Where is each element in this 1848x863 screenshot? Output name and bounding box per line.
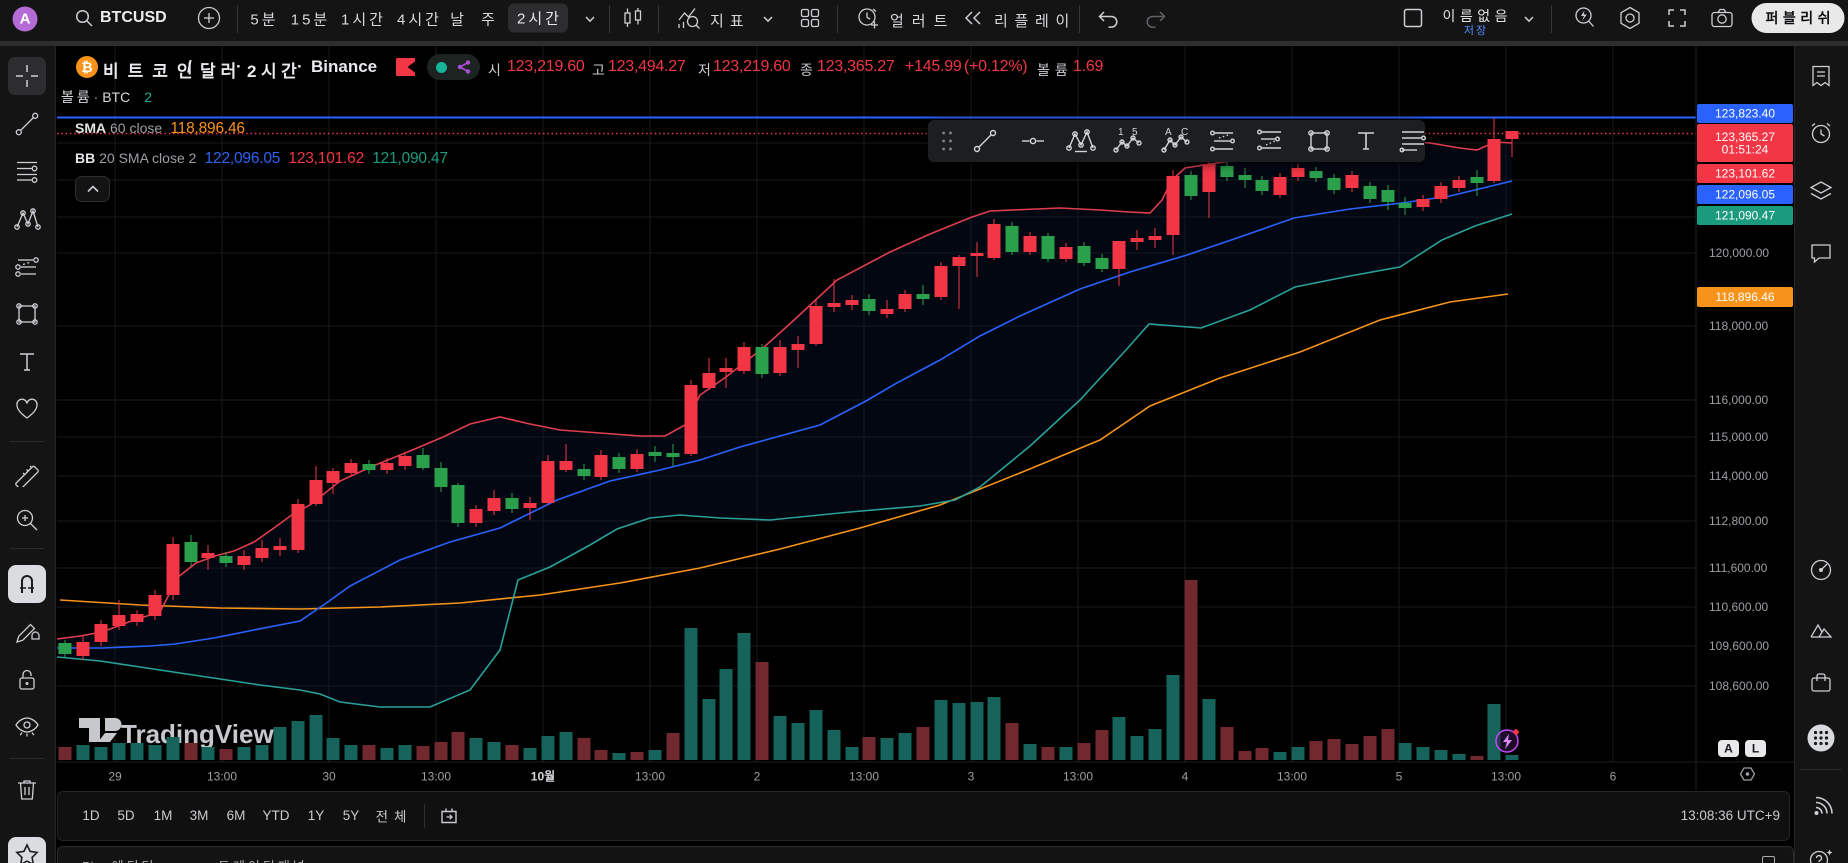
svg-text:118,896.46: 118,896.46	[1715, 290, 1774, 304]
svg-text:13:00: 13:00	[207, 770, 237, 784]
svg-text:13:00: 13:00	[849, 770, 879, 784]
svg-text:10월: 10월	[531, 769, 555, 784]
svg-text:A: A	[1724, 742, 1733, 756]
svg-text:122,096.05: 122,096.05	[1715, 188, 1775, 202]
svg-text:29: 29	[108, 770, 122, 784]
svg-text:3: 3	[968, 770, 975, 784]
svg-text:4: 4	[1182, 770, 1189, 784]
svg-text:13:00: 13:00	[1277, 770, 1307, 784]
svg-text:109,600.00: 109,600.00	[1709, 639, 1769, 653]
svg-text:2: 2	[754, 770, 761, 784]
svg-text:A: A	[1165, 127, 1172, 138]
svg-text:108,600.00: 108,600.00	[1709, 679, 1769, 693]
svg-text:115,000.00: 115,000.00	[1709, 430, 1768, 444]
svg-text:5: 5	[1132, 127, 1138, 138]
svg-text:123,365.27: 123,365.27	[1715, 130, 1775, 144]
svg-text:116,000.00: 116,000.00	[1709, 393, 1768, 407]
svg-text:6: 6	[1610, 770, 1617, 784]
svg-text:13:00: 13:00	[421, 770, 451, 784]
svg-text:TradingView: TradingView	[121, 719, 274, 749]
svg-text:13:00: 13:00	[1491, 770, 1521, 784]
svg-text:111,600.00: 111,600.00	[1709, 561, 1768, 575]
svg-text:110,600.00: 110,600.00	[1709, 600, 1768, 614]
svg-text:30: 30	[322, 770, 336, 784]
svg-text:123,101.62: 123,101.62	[1715, 167, 1775, 181]
svg-text:1: 1	[1118, 127, 1124, 138]
svg-text:5: 5	[1396, 770, 1403, 784]
svg-text:13:00: 13:00	[1063, 770, 1093, 784]
svg-text:121,090.47: 121,090.47	[1715, 209, 1775, 223]
svg-text:114,000.00: 114,000.00	[1709, 469, 1768, 483]
svg-text:123,823.40: 123,823.40	[1715, 107, 1775, 121]
svg-text:120,000.00: 120,000.00	[1709, 246, 1769, 260]
svg-text:13:00: 13:00	[635, 770, 665, 784]
svg-text:112,800.00: 112,800.00	[1709, 514, 1768, 528]
svg-text:118,000.00: 118,000.00	[1709, 319, 1768, 333]
svg-text:C: C	[1181, 127, 1188, 138]
svg-text:01:51:24: 01:51:24	[1722, 143, 1769, 157]
svg-text:L: L	[1752, 742, 1759, 756]
